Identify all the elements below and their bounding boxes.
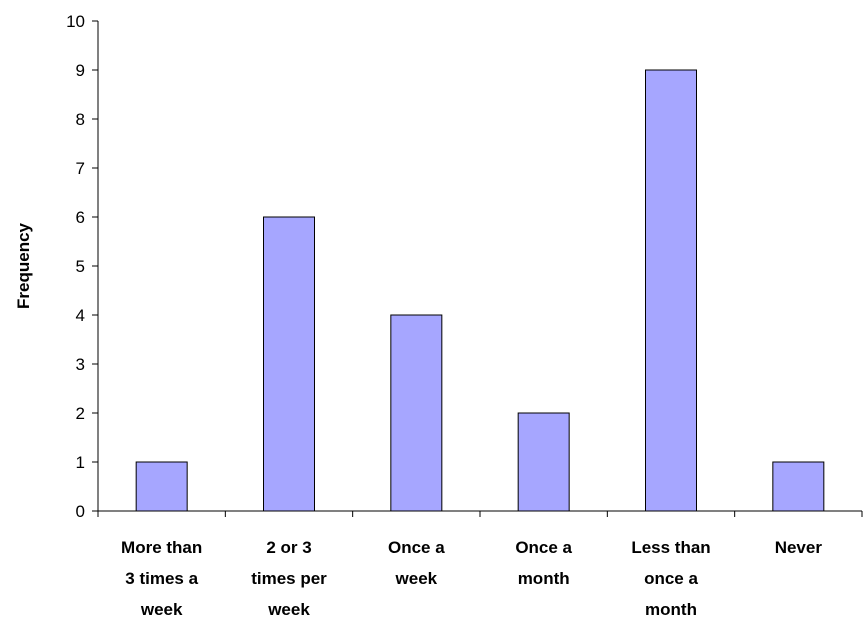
x-category-label: 2 or 3 times per week [251, 538, 327, 619]
x-category-label-line: week [267, 600, 310, 619]
x-category-label: Less than once a month [631, 538, 710, 619]
x-category-label-line: 2 or 3 [266, 538, 311, 557]
bar [773, 462, 824, 511]
y-tick-label: 2 [76, 404, 85, 423]
bar [264, 217, 315, 511]
x-category-label: Never [775, 538, 823, 557]
axes [98, 21, 862, 511]
y-tick-label: 5 [76, 257, 85, 276]
x-category-label-line: 3 times a [125, 569, 198, 588]
y-tick-label: 1 [76, 453, 85, 472]
y-tick-label: 4 [76, 306, 85, 325]
y-axis-title: Frequency [14, 222, 33, 309]
x-category-label-line: More than [121, 538, 202, 557]
x-axis-labels: More than 3 times a week 2 or 3 times per wee… [121, 538, 822, 619]
bar [391, 315, 442, 511]
x-category-label: More than 3 times a week [121, 538, 202, 619]
bar [518, 413, 569, 511]
x-category-label: Once a month [515, 538, 572, 588]
y-tick-label: 6 [76, 208, 85, 227]
x-category-label-line: Never [775, 538, 823, 557]
x-category-label-line: month [518, 569, 570, 588]
x-category-label: Once a week [388, 538, 445, 588]
x-category-label-line: once a [644, 569, 698, 588]
bars [136, 70, 824, 511]
x-category-label-line: week [140, 600, 183, 619]
x-category-label-line: Once a [515, 538, 572, 557]
x-category-label-line: month [645, 600, 697, 619]
y-axis-ticks: 0 1 2 3 4 5 6 7 8 9 10 [66, 12, 98, 521]
bar [646, 70, 697, 511]
y-tick-label: 10 [66, 12, 85, 31]
y-tick-label: 0 [76, 502, 85, 521]
x-category-label-line: times per [251, 569, 327, 588]
y-tick-label: 9 [76, 61, 85, 80]
x-category-label-line: Once a [388, 538, 445, 557]
y-tick-label: 8 [76, 110, 85, 129]
y-tick-label: 7 [76, 159, 85, 178]
y-tick-label: 3 [76, 355, 85, 374]
x-category-label-line: week [395, 569, 438, 588]
x-category-label-line: Less than [631, 538, 710, 557]
y-axis-title-group: Frequency [14, 222, 33, 309]
bar [136, 462, 187, 511]
x-axis-ticks [98, 511, 862, 517]
